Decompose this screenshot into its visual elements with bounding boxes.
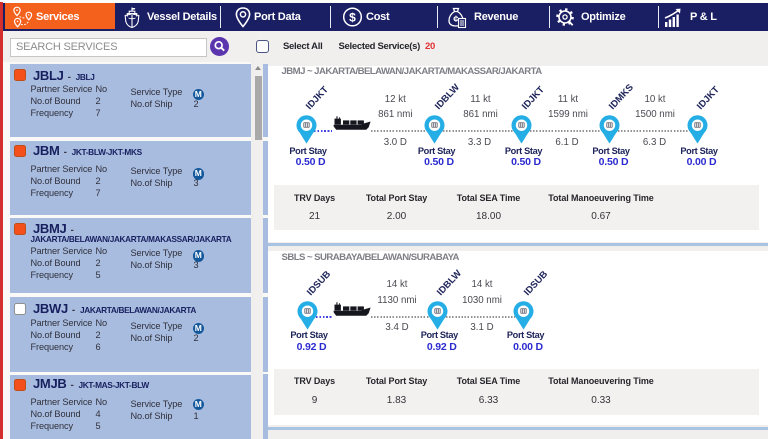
svg-text:¢: ¢ bbox=[453, 14, 459, 25]
svg-text:$: $ bbox=[349, 10, 356, 24]
